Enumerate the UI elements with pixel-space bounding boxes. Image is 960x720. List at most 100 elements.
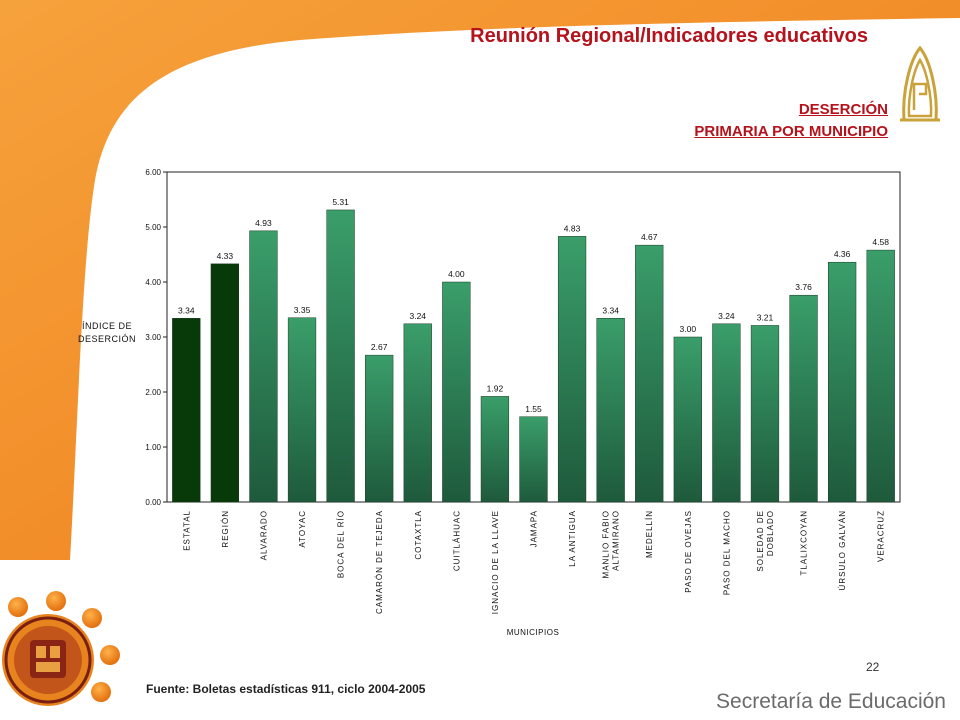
x-tick-label-line: BOCA DEL RÍO (337, 510, 346, 578)
bar (442, 281, 471, 503)
x-tick-label: CAMARÓN DE TEJEDA (375, 510, 384, 614)
bar (480, 396, 510, 503)
state-seal-icon (2, 614, 94, 706)
bar (249, 230, 278, 503)
x-tick-label: LA ANTIGUA (568, 510, 577, 567)
bar-value-label: 3.34 (602, 305, 619, 315)
y-tick-label: 3.00 (145, 333, 161, 342)
x-tick-label: ATOYAC (298, 510, 307, 548)
bar-value-label: 1.55 (525, 404, 542, 414)
title-part-1: Reunión Regional (470, 25, 641, 47)
x-tick-label-line: ÚRSULO GALVÁN (838, 510, 847, 590)
y-tick-label: 0.00 (145, 498, 161, 507)
orange-frame (0, 0, 960, 560)
bar-value-label: 3.34 (178, 305, 195, 315)
bar-value-label: 3.24 (718, 311, 735, 321)
bar (635, 244, 664, 503)
bar-value-label: 4.58 (872, 237, 889, 247)
bar-value-label: 4.33 (217, 251, 234, 261)
bar (519, 416, 548, 503)
x-tick-label: PASO DE OVEJAS (684, 510, 693, 593)
bar-value-label: 3.35 (294, 305, 311, 315)
bar (557, 236, 587, 503)
bar (750, 325, 780, 503)
x-tick-label-line: CUITLÁHUAC (452, 510, 461, 571)
x-tick-label: TLALIXCOYAN (800, 510, 809, 576)
bar (403, 323, 432, 503)
x-tick-label-line: MANLIO FABIO (602, 510, 611, 578)
bar-value-label: 4.93 (255, 218, 272, 228)
bar-value-label: 3.24 (409, 311, 426, 321)
chart-subtitle-line-2: PRIMARIA POR MUNICIPIO (694, 123, 888, 140)
x-tick-label: BOCA DEL RÍO (337, 510, 346, 578)
x-tick-label: IGNACIO DE LA LLAVE (491, 510, 500, 614)
x-tick-label-line: DOBLADO (766, 510, 775, 556)
x-tick-label-line: ATOYAC (298, 510, 307, 548)
bar (326, 209, 355, 503)
bar (210, 263, 240, 503)
y-axis-title-line: ÍNDICE DE (82, 321, 132, 331)
y-tick-label: 4.00 (145, 278, 161, 287)
x-tick-label-line: JAMAPA (530, 510, 539, 547)
x-tick-label-line: LA ANTIGUA (568, 510, 577, 567)
bar-value-label: 3.00 (680, 324, 697, 334)
x-tick-label-line: PASO DE OVEJAS (684, 510, 693, 593)
y-tick-label: 2.00 (145, 388, 161, 397)
x-tick-label-line: COTAXTLA (414, 510, 423, 560)
x-tick-label: ESTATAL (182, 510, 191, 551)
x-tick-label: ALVARADO (259, 510, 268, 560)
x-tick-label-line: CAMARÓN DE TEJEDA (375, 510, 384, 614)
bar-value-label: 3.21 (757, 312, 774, 322)
y-tick-label: 6.00 (145, 168, 161, 177)
bar (712, 323, 741, 503)
y-tick-label: 5.00 (145, 223, 161, 232)
x-tick-label: CUITLÁHUAC (452, 510, 461, 571)
x-tick-label: VERACRUZ (877, 510, 886, 562)
bar-value-label: 1.92 (487, 383, 504, 393)
x-tick-label-line: PASO DEL MACHO (722, 510, 731, 595)
y-axis-title-line: DESERCIÓN (78, 334, 136, 344)
x-tick-label-line: ESTATAL (182, 510, 191, 551)
bar-value-label: 4.00 (448, 269, 465, 279)
bar (866, 249, 895, 503)
x-tick-label: REGIÓN (221, 510, 230, 548)
bar-value-label: 4.83 (564, 223, 581, 233)
page-number: 22 (866, 660, 880, 674)
institution-logo-icon (900, 45, 940, 122)
x-tick-label: SOLEDAD DE DOBLADO (756, 510, 775, 572)
x-tick-label: JAMAPA (530, 510, 539, 547)
bar (673, 336, 702, 503)
x-tick-label-line: SOLEDAD DE (756, 510, 765, 572)
title-separator: / (640, 25, 646, 47)
x-tick-label-line: MEDELLÍN (645, 510, 654, 558)
x-tick-label-line: REGIÓN (221, 510, 230, 548)
bar-chart: 0.00 1.00 2.00 3.00 4.00 5.00 6.00 ÍNDICE DE DES… (78, 168, 901, 637)
x-tick-label: MEDELLÍN (645, 510, 654, 558)
x-tick-label: MANLIO FABIO ALTAMIRANO (602, 510, 621, 578)
bar-value-label: 4.67 (641, 232, 658, 242)
x-tick-label: ÚRSULO GALVÁN (838, 510, 847, 590)
x-tick-label-line: ALTAMIRANO (612, 510, 621, 571)
title-part-2: Indicadores educativos (645, 25, 868, 47)
x-tick-label-line: TLALIXCOYAN (800, 510, 809, 576)
bar-value-label: 2.67 (371, 342, 388, 352)
x-tick-label-line: IGNACIO DE LA LLAVE (491, 510, 500, 614)
bar-value-label: 4.36 (834, 249, 851, 259)
brand-wordmark: Secretaría de Educación (716, 690, 946, 713)
source-note: Fuente: Boletas estadísticas 911, ciclo … (146, 682, 426, 696)
bar-value-label: 5.31 (332, 197, 349, 207)
bar (287, 317, 317, 503)
slide-title: Reunión Regional/Indicadores educativos (470, 25, 868, 48)
x-tick-label-line: VERACRUZ (877, 510, 886, 562)
chart-subtitle-line-1: DESERCIÓN (798, 101, 888, 118)
bar (365, 354, 394, 503)
bar (172, 318, 201, 503)
x-tick-label: COTAXTLA (414, 510, 423, 560)
y-tick-label: 1.00 (145, 443, 161, 452)
bar (827, 261, 857, 503)
bar (596, 318, 625, 503)
x-axis-title: MUNICIPIOS (507, 628, 560, 637)
bar-value-label: 3.76 (795, 282, 812, 292)
bar (789, 294, 818, 503)
